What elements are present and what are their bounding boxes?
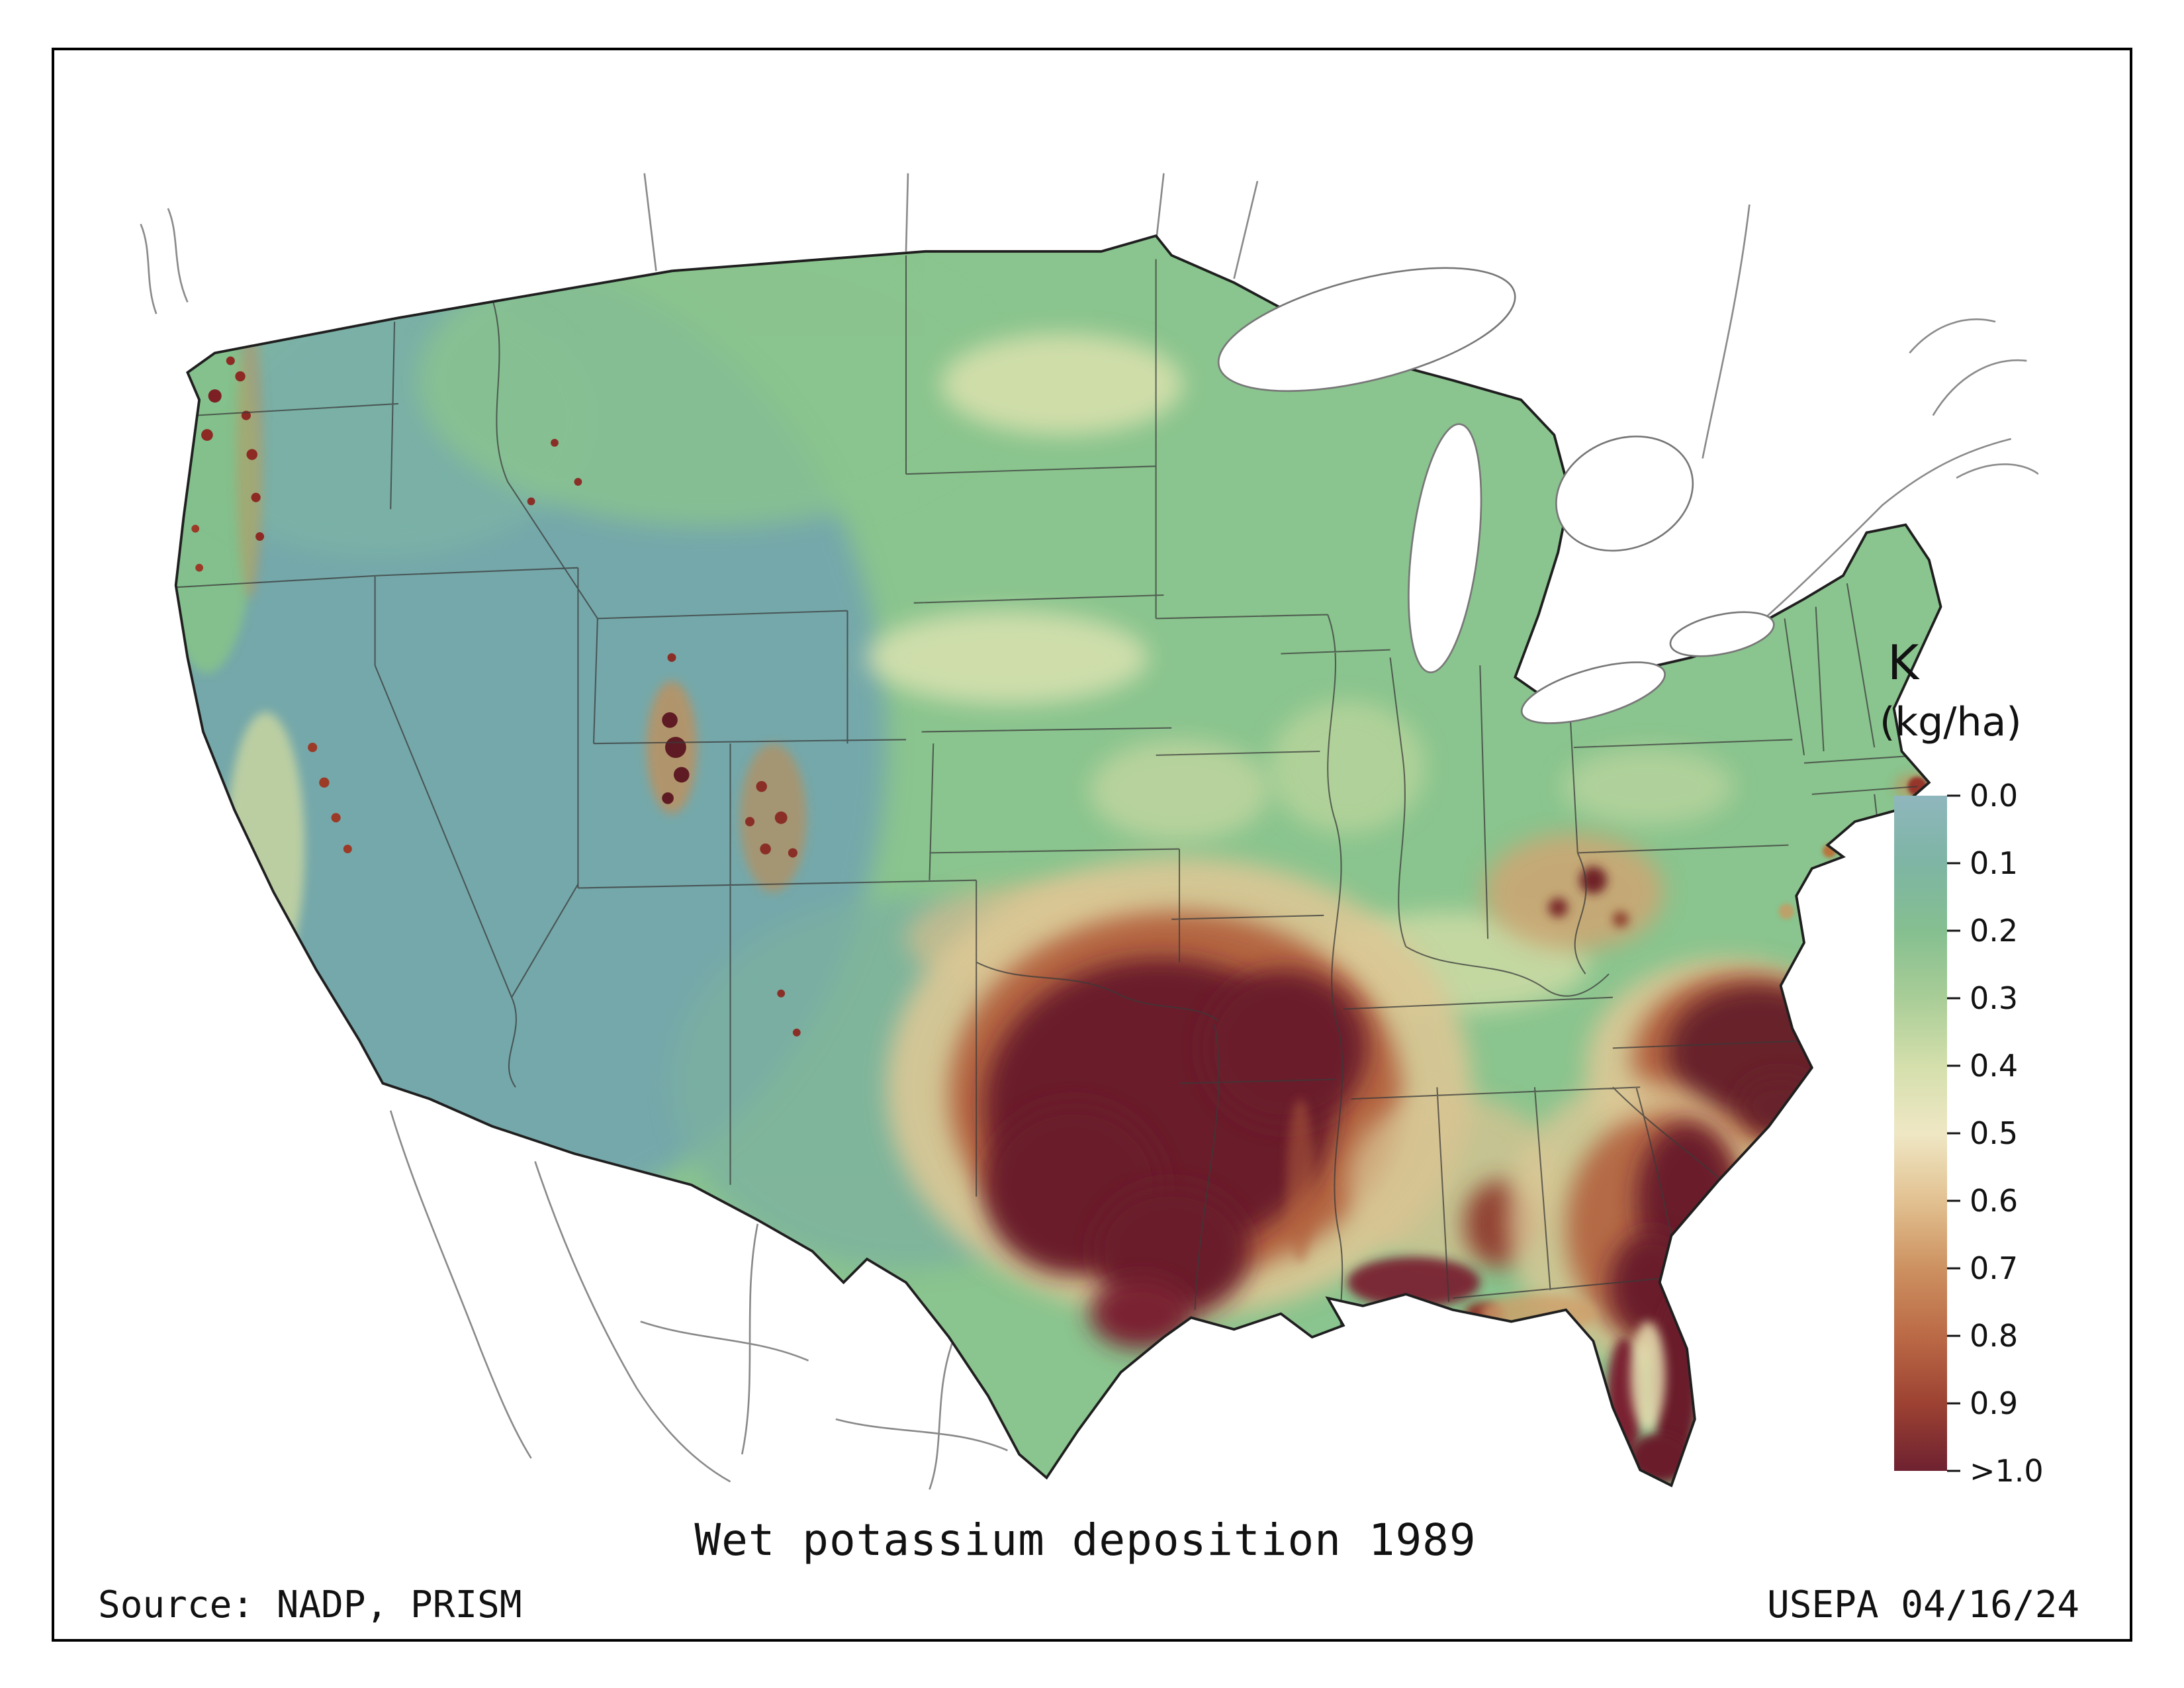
lake-erie (1520, 661, 1666, 724)
figure-title: Wet potassium deposition 1989 (694, 1515, 1477, 1566)
legend-tick-label: 0.0 (1970, 782, 2018, 814)
legend-tick-marks (1947, 794, 1960, 1472)
rockies-speckles (527, 439, 801, 1037)
cascades-speckles (226, 356, 265, 541)
lake-superior (1217, 267, 1516, 393)
lake-ontario (1669, 611, 1775, 657)
us-outline (174, 234, 1942, 1487)
legend-tick-label: 0.4 (1970, 1048, 2018, 1084)
legend-tick-label: 0.1 (1970, 845, 2018, 881)
legend-tick-label: 0.6 (1970, 1183, 2018, 1219)
lake-huron (1555, 435, 1694, 552)
legend-tick-label: 0.3 (1970, 980, 2018, 1016)
legend-units: (kg/ha) (1880, 699, 2022, 745)
agency-credit: USEPA 04/16/24 (1766, 1583, 2079, 1626)
us-deposition-map (140, 173, 2038, 1490)
sierra-speckles (191, 524, 352, 853)
canada-borders (140, 173, 2038, 643)
legend-title: K (1888, 635, 1919, 690)
legend-colorbar-figure: 0.0 0.1 0.2 0.3 0.4 0.5 0.6 0.7 0.8 0.9 … (1894, 782, 2044, 1489)
great-lakes (1217, 267, 1775, 724)
legend-colorbar (1894, 796, 1947, 1471)
legend-tick-label: 0.8 (1970, 1318, 2018, 1354)
source-credit: Source: NADP, PRISM (98, 1583, 522, 1626)
lake-michigan (1408, 423, 1482, 674)
legend-tick-label: 0.9 (1970, 1385, 2018, 1421)
legend-tick-label: 0.5 (1970, 1115, 2018, 1151)
mexico-borders (389, 1110, 1008, 1490)
legend-tick-label: >1.0 (1970, 1453, 2044, 1489)
legend-tick-label: 0.2 (1970, 913, 2018, 949)
legend-tick-labels: 0.0 0.1 0.2 0.3 0.4 0.5 0.6 0.7 0.8 0.9 … (1970, 782, 2044, 1489)
state-borders (175, 255, 1922, 1349)
legend-tick-label: 0.7 (1970, 1250, 2018, 1286)
